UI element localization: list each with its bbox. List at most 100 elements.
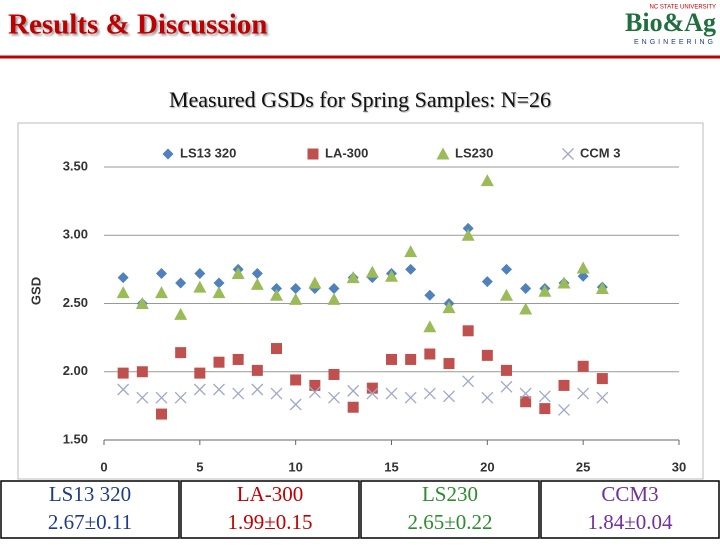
table-cell: [0, 480, 180, 539]
data-point: [116, 286, 130, 299]
data-point: [538, 390, 551, 403]
data-point: [423, 320, 437, 333]
chart-frame: [17, 122, 704, 480]
data-point: [577, 360, 589, 372]
data-point: [193, 280, 207, 293]
data-point: [481, 349, 493, 361]
data-point: [328, 282, 340, 294]
x-tick-label: 15: [384, 459, 398, 474]
cell-name: LS13 320: [49, 482, 131, 506]
y-tick-label: 1.50: [63, 431, 88, 446]
data-point: [520, 282, 532, 294]
data-point: [405, 263, 417, 275]
data-point: [386, 353, 397, 365]
data-point: [117, 383, 130, 396]
data-point: [595, 281, 609, 294]
data-point: [328, 391, 340, 404]
data-point: [347, 384, 360, 397]
data-point: [136, 366, 148, 378]
data-point: [232, 387, 245, 400]
table-cell: [540, 480, 720, 539]
logo-sub: ENGINEERING: [634, 39, 716, 46]
cell-name: CCM3: [601, 482, 658, 506]
data-point: [117, 367, 129, 379]
data-point: [251, 364, 263, 376]
logo: Bio&Ag: [625, 8, 716, 37]
data-point: [577, 387, 590, 400]
data-point: [117, 272, 129, 284]
legend-label: LS13 320: [180, 145, 236, 160]
summary-table: LS13 320 2.67±0.11 LA-300 1.99±0.15 LS230 2.6…: [0, 480, 720, 539]
data-point: [443, 390, 455, 403]
y-tick-label: 2.00: [63, 363, 88, 378]
data-point: [423, 387, 436, 400]
legend-marker: [307, 148, 319, 160]
cell-value: 1.99±0.15: [227, 510, 312, 534]
data-point: [462, 325, 474, 337]
data-point: [250, 277, 264, 290]
chart-title: Measured GSDs for Spring Samples: N=26: [169, 87, 551, 112]
data-point: [155, 286, 168, 299]
data-point: [271, 282, 282, 294]
data-point: [175, 347, 187, 359]
data-point: [212, 286, 226, 299]
data-point: [480, 174, 494, 187]
data-point: [462, 222, 474, 234]
data-point: [539, 403, 551, 415]
y-tick-label: 3.50: [63, 158, 88, 173]
data-point: [520, 396, 532, 408]
table-cell: [360, 480, 540, 539]
data-point: [557, 276, 571, 289]
data-point: [481, 276, 493, 288]
data-point: [194, 367, 206, 379]
table-cell: [180, 480, 360, 539]
data-point: [136, 391, 149, 404]
data-point: [290, 374, 302, 386]
data-point: [251, 383, 264, 396]
plot: 1.50 2.00 2.50 3.00 3.50 0 5 10 15 20 25 30 LS13 320…: [63, 145, 687, 474]
data-point: [213, 356, 225, 368]
x-tick-label: 30: [672, 459, 686, 474]
x-tick-label: 10: [288, 459, 302, 474]
y-axis-title: GSD: [28, 277, 43, 305]
x-tick-label: 5: [196, 459, 203, 474]
cell-name: LS230: [422, 482, 478, 506]
cell-value: 2.67±0.11: [48, 510, 132, 534]
data-point: [481, 391, 494, 404]
data-point: [156, 267, 167, 279]
data-point: [346, 271, 360, 284]
data-point: [596, 373, 608, 385]
data-point: [135, 297, 149, 309]
y-tick-label: 2.50: [63, 295, 88, 310]
data-point: [308, 276, 322, 289]
data-point: [270, 387, 283, 400]
data-point: [501, 364, 512, 376]
data-point: [538, 284, 552, 297]
data-point: [519, 302, 533, 315]
data-point: [443, 358, 455, 370]
data-point: [194, 267, 206, 279]
data-point: [366, 387, 379, 400]
data-point: [309, 379, 321, 391]
data-point: [174, 307, 188, 320]
cell-value: 1.84±0.04: [587, 510, 673, 534]
data-point: [424, 289, 436, 301]
data-point: [500, 288, 513, 301]
data-point: [442, 301, 456, 314]
data-point: [365, 265, 379, 278]
cell-name: LA-300: [237, 482, 304, 506]
logo-top: NC STATE UNIVERSITY: [650, 5, 716, 11]
cell-value: 2.65±0.22: [407, 510, 492, 534]
legend-marker: [562, 148, 574, 160]
x-tick-label: 25: [576, 459, 590, 474]
legend-label: LA-300: [325, 145, 368, 160]
data-point: [213, 383, 225, 396]
x-tick-label: 20: [480, 459, 494, 474]
data-point: [404, 245, 418, 258]
data-point: [385, 269, 398, 282]
data-point: [213, 277, 225, 289]
data-point: [327, 292, 341, 305]
data-point: [500, 380, 513, 393]
